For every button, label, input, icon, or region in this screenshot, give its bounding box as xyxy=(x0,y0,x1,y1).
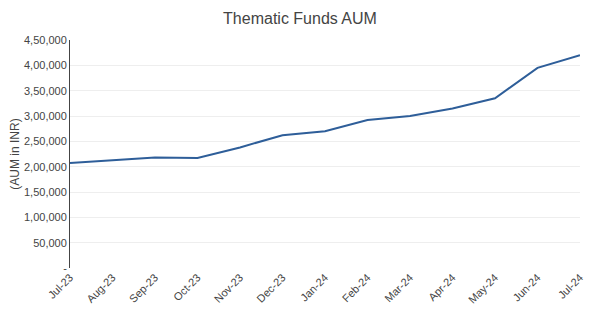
svg-text:1,00,000: 1,00,000 xyxy=(24,211,67,223)
svg-text:2,00,000: 2,00,000 xyxy=(24,161,67,173)
svg-text:Mar-24: Mar-24 xyxy=(382,271,415,304)
svg-text:May-24: May-24 xyxy=(466,271,500,305)
svg-text:4,00,000: 4,00,000 xyxy=(24,59,67,71)
svg-text:Jan-24: Jan-24 xyxy=(298,271,330,303)
svg-text:Thematic Funds AUM: Thematic Funds AUM xyxy=(223,10,377,27)
svg-text:3,50,000: 3,50,000 xyxy=(24,85,67,97)
svg-text:Feb-24: Feb-24 xyxy=(340,271,373,304)
svg-text:Oct-23: Oct-23 xyxy=(171,271,203,303)
svg-text:Sep-23: Sep-23 xyxy=(127,271,161,305)
svg-text:Aug-23: Aug-23 xyxy=(84,271,118,305)
svg-text:1,50,000: 1,50,000 xyxy=(24,186,67,198)
svg-text:2,50,000: 2,50,000 xyxy=(24,135,67,147)
svg-text:Dec-23: Dec-23 xyxy=(254,271,288,305)
svg-text:50,000: 50,000 xyxy=(33,237,67,249)
svg-text:4,50,000: 4,50,000 xyxy=(24,34,67,46)
svg-text:Nov-23: Nov-23 xyxy=(212,271,246,305)
svg-text:-: - xyxy=(63,262,67,274)
svg-text:Jul-23: Jul-23 xyxy=(46,271,76,301)
svg-text:Jul-24: Jul-24 xyxy=(556,271,586,301)
svg-text:Jun-24: Jun-24 xyxy=(511,271,543,303)
svg-text:Apr-24: Apr-24 xyxy=(426,271,458,303)
svg-text:3,00,000: 3,00,000 xyxy=(24,110,67,122)
svg-text:(AUM in INR): (AUM in INR) xyxy=(8,118,22,189)
